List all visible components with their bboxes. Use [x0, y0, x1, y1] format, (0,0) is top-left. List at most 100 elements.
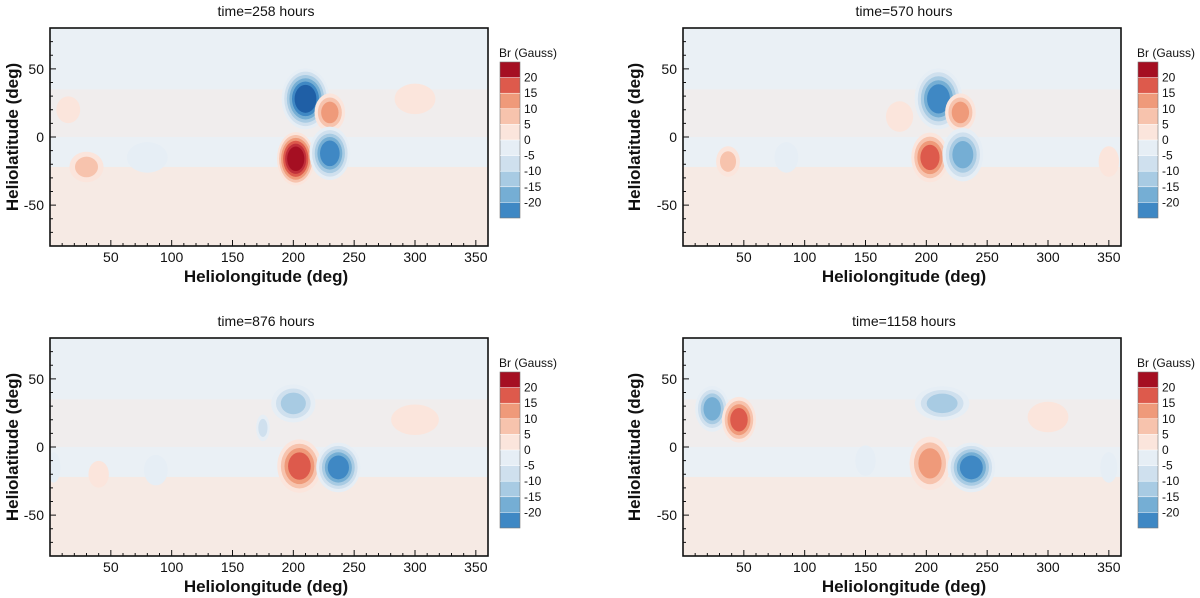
colorbar-swatch — [500, 496, 520, 513]
y-tick-label: -50 — [24, 507, 44, 523]
panel-time-570: time=570 hours Heliolongitude (deg) Heli… — [625, 3, 1195, 286]
y-tick-label: -50 — [657, 197, 677, 213]
colorbar-level-label: 15 — [1162, 86, 1176, 100]
x-tick-label: 300 — [403, 559, 427, 575]
contour-level — [703, 397, 721, 421]
colorbar-swatch — [1138, 496, 1158, 513]
colorbar-swatch — [1138, 372, 1158, 388]
contour-field — [683, 385, 1121, 556]
contour-level — [50, 452, 61, 483]
contour-level — [143, 454, 168, 486]
contour-level — [258, 418, 268, 437]
y-axis-label: Heliolatitude (deg) — [625, 63, 644, 211]
contour-level — [927, 84, 950, 114]
colorbar-swatch — [1138, 140, 1158, 156]
panel-time-876: time=876 hours Heliolongitude (deg) Heli… — [3, 313, 557, 596]
positive-flux-region — [945, 93, 976, 132]
colorbar-level-label: -15 — [524, 180, 542, 194]
southern-band — [50, 476, 488, 556]
colorbar-level-label: -10 — [1162, 474, 1180, 488]
contour-level — [719, 151, 737, 172]
southern-band — [50, 166, 488, 246]
colorbar-level-label: -15 — [524, 490, 542, 504]
contour-level — [952, 141, 974, 169]
colorbar-swatch — [1138, 108, 1158, 125]
colorbar-level-label: 5 — [1162, 117, 1169, 131]
negative-flux-region — [126, 142, 168, 173]
colorbar-swatch — [1138, 155, 1158, 172]
x-tick-label: 100 — [160, 559, 184, 575]
colorbar-swatch — [1138, 202, 1158, 218]
x-tick-label: 150 — [854, 559, 878, 575]
negative-flux-region — [942, 128, 984, 182]
colorbar-level-label: -10 — [524, 164, 542, 178]
contour-level — [320, 140, 340, 167]
colorbar-level-label: 15 — [1162, 396, 1176, 410]
colorbar-swatch — [500, 450, 520, 466]
colorbar-level-label: -5 — [1162, 459, 1173, 473]
positive-flux-region — [391, 404, 439, 436]
negative-flux-region — [316, 442, 361, 493]
positive-flux-region — [56, 96, 81, 124]
contour-level — [918, 448, 942, 479]
colorbar-swatch — [500, 155, 520, 172]
colorbar-level-label: 5 — [524, 117, 531, 131]
positive-flux-region — [1027, 401, 1069, 433]
colorbar-swatch — [500, 62, 520, 78]
x-tick-label: 350 — [464, 559, 488, 575]
y-tick-label: 0 — [669, 129, 677, 145]
negative-flux-region — [309, 126, 351, 181]
colorbar-swatch — [1138, 186, 1158, 203]
colorbar-level-label: 0 — [524, 133, 531, 147]
colorbar-swatch — [500, 465, 520, 482]
colorbar-level-label: 15 — [524, 86, 538, 100]
colorbar-swatch — [1138, 171, 1158, 187]
x-tick-label: 350 — [1097, 559, 1121, 575]
x-tick-label: 100 — [793, 559, 817, 575]
contour-level — [1098, 146, 1120, 177]
contour-level — [920, 144, 940, 171]
colorbar-swatch — [500, 77, 520, 94]
panel-title: time=1158 hours — [852, 313, 956, 329]
x-tick-label: 200 — [282, 249, 306, 265]
x-tick-label: 250 — [342, 559, 366, 575]
colorbar-swatch — [1138, 418, 1158, 435]
colorbar-swatch — [500, 108, 520, 125]
colorbar-level-label: 5 — [524, 427, 531, 441]
contour-level — [730, 408, 748, 432]
x-axis-label: Heliolongitude (deg) — [822, 577, 986, 596]
x-tick-label: 200 — [915, 249, 939, 265]
y-tick-label: 50 — [661, 371, 677, 387]
colorbar-level-label: 0 — [1162, 133, 1169, 147]
x-tick-label: 50 — [103, 249, 119, 265]
colorbar-title: Br (Gauss) — [1137, 46, 1195, 60]
colorbar-swatch — [500, 93, 520, 109]
x-tick-label: 150 — [221, 249, 245, 265]
colorbar-level-label: -5 — [524, 149, 535, 163]
colorbar-level-label: -20 — [524, 195, 542, 209]
contour-level — [951, 101, 970, 124]
y-tick-label: 0 — [36, 439, 44, 455]
colorbar-level-label: 20 — [524, 381, 538, 395]
contour-level — [855, 445, 876, 476]
colorbar-level-label: 5 — [1162, 427, 1169, 441]
colorbar-swatch — [500, 186, 520, 203]
positive-flux-region — [1098, 146, 1120, 177]
x-tick-label: 100 — [160, 249, 184, 265]
positive-flux-region — [909, 436, 951, 491]
x-tick-label: 200 — [282, 559, 306, 575]
contour-level — [885, 101, 914, 132]
colorbar-level-label: -10 — [524, 474, 542, 488]
x-tick-label: 50 — [736, 249, 752, 265]
colorbar-level-label: -5 — [524, 459, 535, 473]
colorbar-level-label: -15 — [1162, 180, 1180, 194]
colorbar-level-label: 20 — [1162, 71, 1176, 85]
positive-flux-region — [721, 396, 756, 443]
colorbar-swatch — [500, 202, 520, 218]
contour-level — [288, 452, 311, 480]
y-tick-label: -50 — [24, 197, 44, 213]
colorbar-level-label: -20 — [1162, 505, 1180, 519]
panel-title: time=258 hours — [218, 3, 315, 19]
